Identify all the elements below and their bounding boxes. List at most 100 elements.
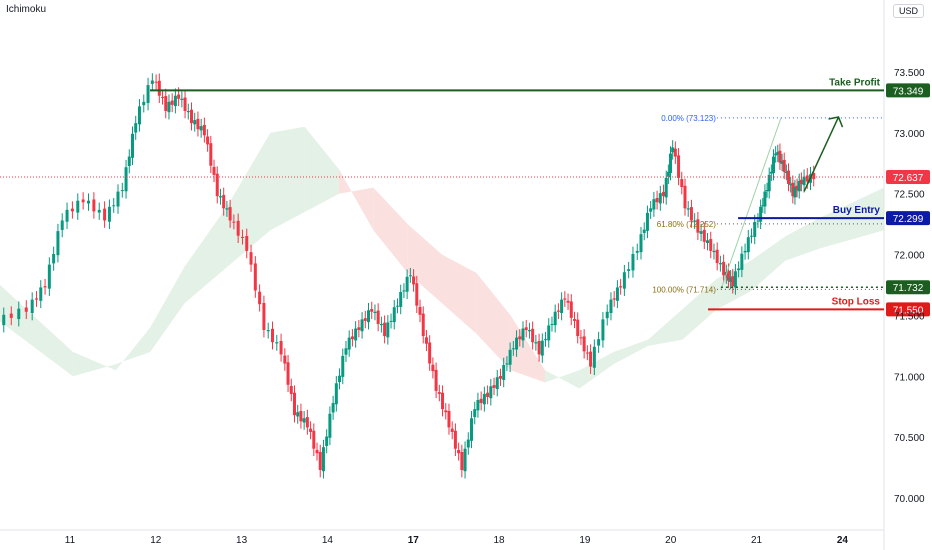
candle xyxy=(689,199,693,228)
candle-body xyxy=(635,250,639,253)
candle-body xyxy=(473,409,477,418)
last-price-price-text: 72.637 xyxy=(893,173,924,184)
candle xyxy=(699,223,703,242)
candle xyxy=(24,300,28,320)
candle xyxy=(236,213,240,244)
target-arrow-shaft xyxy=(803,116,840,192)
candle xyxy=(759,199,763,230)
candle-body xyxy=(258,291,262,305)
candle xyxy=(515,330,519,357)
candle xyxy=(341,348,345,385)
candle-body xyxy=(321,447,325,472)
candle xyxy=(334,375,338,412)
fib-100-price-text: 71.732 xyxy=(893,283,924,294)
candle-body xyxy=(649,208,653,212)
candle xyxy=(680,171,684,195)
candle xyxy=(424,330,428,352)
candle xyxy=(655,190,659,210)
cloud-segment xyxy=(150,266,185,352)
candle xyxy=(103,201,107,228)
candle-body xyxy=(631,253,635,271)
candle xyxy=(563,291,567,307)
candle-body xyxy=(325,436,329,446)
candle xyxy=(765,182,769,198)
candle-body xyxy=(518,336,522,340)
candle xyxy=(556,303,560,320)
currency-selector[interactable]: USD xyxy=(892,4,924,18)
candle-body xyxy=(39,287,43,301)
candle xyxy=(750,228,754,244)
candle xyxy=(791,175,795,204)
candle-body xyxy=(812,173,816,180)
candle xyxy=(671,140,675,160)
candle-body xyxy=(639,234,643,253)
candle-body xyxy=(167,101,171,113)
candle xyxy=(222,187,226,216)
candle xyxy=(702,222,706,250)
candle-body xyxy=(373,311,377,313)
candle-body xyxy=(550,323,554,325)
y-tick-label: 73.000 xyxy=(894,129,925,140)
candle-body xyxy=(746,237,750,253)
candle-body xyxy=(363,318,367,321)
candle xyxy=(457,442,461,461)
candle-body xyxy=(508,349,512,365)
candle-body xyxy=(65,209,69,222)
candle-body xyxy=(222,194,226,209)
candle xyxy=(34,291,38,307)
candle-body xyxy=(805,175,809,182)
candle xyxy=(511,340,515,356)
cloud-segment xyxy=(407,224,442,304)
cloud-segment xyxy=(510,315,545,383)
candle xyxy=(505,356,509,372)
candle-body xyxy=(309,428,313,432)
candle-body xyxy=(722,261,726,276)
candle-body xyxy=(763,191,767,207)
x-tick-label: 11 xyxy=(65,535,76,546)
candle xyxy=(289,378,293,402)
candle-body xyxy=(756,220,760,222)
candle-body xyxy=(673,148,677,157)
candle-body xyxy=(418,306,422,315)
x-tick-label: 20 xyxy=(665,535,677,546)
cloud-segment xyxy=(72,351,116,377)
candle xyxy=(797,173,801,199)
candle xyxy=(463,441,467,479)
candle xyxy=(76,193,80,220)
candle xyxy=(579,330,583,345)
price-levels[interactable]: 0.00% (73.123) 61.80% (72.252) 100.00% (71… xyxy=(0,77,930,317)
candle xyxy=(605,304,609,326)
candle xyxy=(531,321,535,350)
candle xyxy=(379,316,383,333)
candle xyxy=(470,410,474,449)
candle xyxy=(592,339,596,376)
candle xyxy=(292,385,296,423)
candle xyxy=(664,170,668,205)
candle xyxy=(787,163,791,192)
candle-body xyxy=(615,287,619,301)
candle-body xyxy=(367,310,371,323)
candle xyxy=(60,213,64,238)
candle xyxy=(161,89,165,105)
candle-body xyxy=(127,156,131,167)
candle-body xyxy=(360,319,364,332)
candle xyxy=(232,214,236,230)
candle xyxy=(597,331,601,353)
candle-body xyxy=(592,346,596,368)
candle xyxy=(709,231,713,259)
candle xyxy=(729,270,733,290)
candle-body xyxy=(572,319,576,321)
candle-body xyxy=(399,291,403,307)
candle-body xyxy=(299,410,303,422)
candle xyxy=(286,354,290,393)
candle-body xyxy=(450,428,454,432)
candle-body xyxy=(305,417,309,428)
candle xyxy=(547,318,551,348)
candle-body xyxy=(627,269,631,272)
candle-body xyxy=(706,240,710,244)
candle xyxy=(502,357,506,388)
candle xyxy=(305,409,309,435)
candle xyxy=(302,410,306,430)
candle-body xyxy=(784,171,788,174)
